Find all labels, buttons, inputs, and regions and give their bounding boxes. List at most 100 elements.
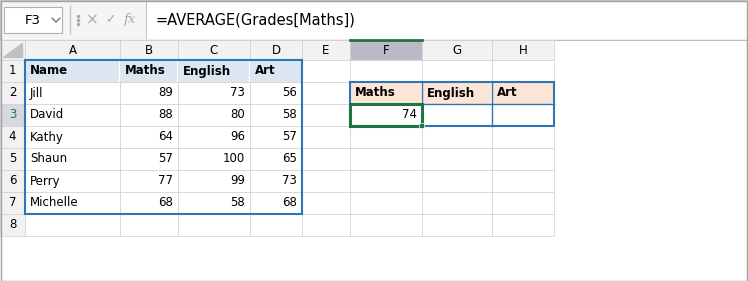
Text: B: B — [145, 44, 153, 56]
Bar — [492, 214, 554, 236]
Text: 65: 65 — [282, 153, 297, 166]
Text: 1: 1 — [9, 65, 16, 78]
Text: Name: Name — [30, 65, 68, 78]
Bar — [350, 40, 422, 60]
Text: ✓: ✓ — [105, 13, 115, 26]
Bar — [25, 60, 120, 82]
Bar — [422, 82, 492, 104]
Bar — [0, 104, 25, 126]
Bar — [492, 104, 554, 126]
Bar — [178, 104, 250, 126]
Bar — [492, 82, 554, 104]
Text: Jill: Jill — [30, 87, 43, 99]
Bar — [0, 126, 25, 148]
Bar — [25, 192, 120, 214]
Bar — [492, 192, 554, 214]
Bar — [25, 40, 120, 60]
Bar — [178, 60, 250, 82]
Text: fx: fx — [124, 13, 136, 26]
Bar — [0, 82, 25, 104]
Text: G: G — [453, 44, 462, 56]
Bar — [250, 214, 302, 236]
Text: 58: 58 — [230, 196, 245, 210]
Bar — [250, 104, 302, 126]
Bar — [120, 60, 177, 81]
Bar — [302, 192, 350, 214]
Bar — [0, 0, 748, 40]
Bar — [422, 192, 492, 214]
Bar — [302, 214, 350, 236]
Text: English: English — [427, 87, 475, 99]
Bar — [25, 170, 120, 192]
Text: H: H — [518, 44, 527, 56]
Bar — [120, 170, 178, 192]
Text: F: F — [383, 44, 389, 56]
Bar — [422, 214, 492, 236]
Text: 4: 4 — [9, 130, 16, 144]
Bar — [250, 126, 302, 148]
Bar — [302, 60, 350, 82]
Text: D: D — [272, 44, 280, 56]
Text: 64: 64 — [158, 130, 173, 144]
Bar — [25, 148, 120, 170]
Bar — [250, 192, 302, 214]
Text: 77: 77 — [158, 175, 173, 187]
Bar — [25, 126, 120, 148]
Bar — [302, 148, 350, 170]
Bar — [302, 40, 350, 60]
Bar — [120, 214, 178, 236]
Bar — [178, 192, 250, 214]
Bar — [419, 123, 424, 128]
Bar — [492, 40, 554, 60]
Bar — [422, 126, 492, 148]
Bar — [0, 40, 25, 60]
Text: 68: 68 — [158, 196, 173, 210]
Bar — [492, 170, 554, 192]
Bar — [120, 104, 178, 126]
Bar — [25, 60, 302, 214]
Bar — [25, 60, 120, 81]
Text: David: David — [30, 108, 64, 121]
Bar — [120, 192, 178, 214]
Text: A: A — [69, 44, 76, 56]
Bar — [250, 148, 302, 170]
Bar — [120, 126, 178, 148]
Text: 3: 3 — [9, 108, 16, 121]
Bar — [350, 60, 422, 82]
Text: Kathy: Kathy — [30, 130, 64, 144]
Bar — [350, 126, 422, 148]
Bar — [250, 40, 302, 60]
Text: Michelle: Michelle — [30, 196, 79, 210]
Polygon shape — [3, 43, 22, 57]
Text: 73: 73 — [282, 175, 297, 187]
Bar — [302, 126, 350, 148]
Bar — [250, 60, 302, 82]
Bar — [25, 214, 120, 236]
Bar — [350, 192, 422, 214]
Text: 57: 57 — [282, 130, 297, 144]
Bar — [492, 83, 554, 103]
Bar — [492, 60, 554, 82]
Bar — [120, 148, 178, 170]
Bar — [179, 60, 250, 81]
Text: 88: 88 — [159, 108, 173, 121]
Bar — [302, 104, 350, 126]
Bar — [350, 170, 422, 192]
Bar — [350, 82, 422, 104]
Text: 56: 56 — [282, 87, 297, 99]
Text: 99: 99 — [230, 175, 245, 187]
Bar — [350, 148, 422, 170]
Bar — [178, 170, 250, 192]
Text: E: E — [322, 44, 330, 56]
Text: F3: F3 — [25, 13, 41, 26]
Bar — [4, 7, 62, 33]
Bar — [350, 82, 554, 126]
Bar — [422, 104, 492, 126]
Text: 5: 5 — [9, 153, 16, 166]
Bar — [422, 60, 492, 82]
Text: 100: 100 — [223, 153, 245, 166]
Text: 57: 57 — [158, 153, 173, 166]
Bar — [178, 82, 250, 104]
Bar — [250, 82, 302, 104]
Bar — [422, 40, 492, 60]
